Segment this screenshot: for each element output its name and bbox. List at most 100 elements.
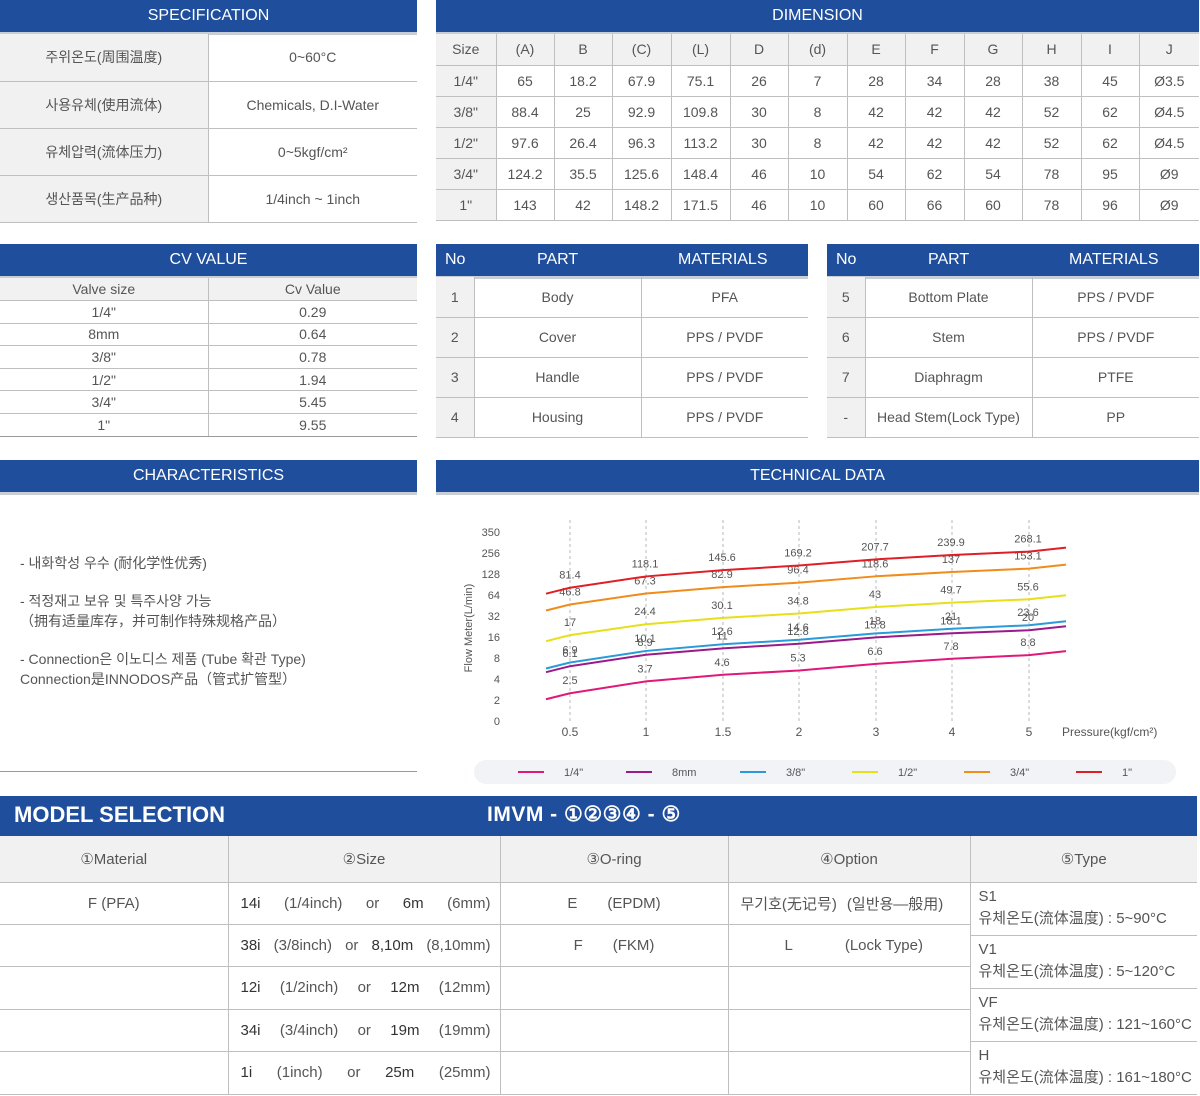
ms-row: 1i (1inch) or 25m (25mm)	[0, 1051, 1197, 1095]
oring-line: E (EPDM)	[501, 895, 728, 912]
x-axis-label: Pressure(kgf/cm²)	[1062, 725, 1157, 739]
dim-cell: 38	[1021, 65, 1081, 97]
dim-cell: Ø9	[1138, 189, 1199, 221]
size-part: 12m	[390, 979, 420, 997]
data-label: 268.1	[1014, 534, 1042, 546]
cv-row: 8mm 0.64	[0, 323, 417, 347]
option-part: L	[784, 937, 793, 955]
dim-cell: 148.2	[611, 189, 671, 221]
data-label: 6.1	[562, 648, 577, 660]
dim-cell: Ø4.5	[1138, 96, 1199, 128]
dim-cell: 30	[729, 96, 788, 128]
dim-row: 1/4" 65 18.2 67.9 75.1 26 7 28 34 28 38 45 Ø3.5	[436, 65, 1199, 97]
type-item: S1 유체온도(流体温度) : 5~90°C	[971, 883, 1197, 936]
spec-key: 유체압력(流体压力)	[0, 128, 209, 176]
data-label: 21	[945, 611, 957, 623]
data-label: 207.7	[861, 541, 889, 553]
dim-cell: 8	[787, 127, 847, 159]
dim-cell: 148.4	[670, 158, 730, 190]
size-part: (12mm)	[438, 979, 491, 997]
data-label: 67.3	[634, 575, 655, 587]
data-label: 14.6	[787, 622, 808, 634]
parts-right-part: Bottom Plate	[864, 277, 1032, 318]
data-label: 3.7	[637, 663, 652, 675]
dim-row: 3/8" 88.4 25 92.9 109.8 30 8 42 42 42 52 62 Ø4.5	[436, 96, 1199, 128]
data-label: 18	[869, 615, 881, 627]
data-label: 6.9	[562, 644, 577, 656]
dim-row: 3/4" 124.2 35.5 125.6 148.4 46 10 54 62 54 78 95 Ø9	[436, 158, 1199, 190]
series-line	[545, 650, 1067, 701]
parts-left-table: 1 Body PFA 2 Cover PPS / PVDF 3 Handle PPS / PVD…	[436, 277, 808, 438]
oring-part: (FKM)	[612, 937, 655, 955]
type-desc: 유체온도(流体温度) : 161~180°C	[978, 1068, 1192, 1086]
legend-label: 8mm	[672, 767, 696, 779]
option-line: L (Lock Type)	[729, 937, 970, 954]
data-label: 239.9	[937, 537, 965, 549]
cv-header: CV VALUE	[0, 244, 417, 276]
dim-cell: 26.4	[553, 127, 612, 159]
dim-cell: 42	[846, 127, 905, 159]
dim-cell: 46	[729, 158, 788, 190]
parts-left-row: 2 Cover PPS / PVDF	[436, 317, 808, 358]
ms-size: 12i (1/2inch) or 12m (12mm)	[227, 966, 500, 1010]
ms-option	[727, 1009, 970, 1053]
dim-cell: 34	[904, 65, 964, 97]
ms-header-cell: ④Option	[727, 836, 970, 883]
ms-oring: F (FKM)	[499, 924, 728, 968]
y-tick-label: 0	[494, 716, 500, 728]
type-code: S1	[978, 887, 997, 905]
ms-material: F (PFA)	[0, 882, 228, 925]
size-part: or	[347, 1064, 361, 1082]
ms-type-column: S1 유체온도(流体温度) : 5~90°C V1 유체온도(流体温度) : 5~12…	[969, 882, 1197, 1095]
data-label: 153.1	[1014, 551, 1042, 563]
x-tick-label: 3	[873, 725, 880, 739]
dim-header-cell: I	[1080, 34, 1139, 66]
parts-left-materials-header: MATERIALS	[678, 251, 768, 268]
dim-cell: 8	[787, 96, 847, 128]
data-label: 118.1	[632, 558, 659, 570]
series-line	[545, 594, 1067, 643]
characteristics-header: CHARACTERISTICS	[0, 460, 417, 492]
dim-cell: 67.9	[611, 65, 671, 97]
cv-size: 8mm	[0, 323, 209, 347]
cv-value: 0.78	[208, 345, 417, 369]
characteristic-item: - 적정재고 보유 및 특주사양 가능 （拥有适量库存，并可制作特殊规格产品）	[20, 593, 286, 629]
cv-header-cell: Cv Value	[208, 278, 417, 302]
y-tick-label: 4	[494, 674, 500, 686]
dim-cell: 42	[963, 96, 1022, 128]
ms-row: 38i (3/8inch) or 8,10m (8,10mm) F (FKM) L (Lock …	[0, 924, 1197, 968]
parts-right-part-header: PART	[928, 251, 970, 268]
ms-row: 34i (3/4inch) or 19m (19mm)	[0, 1009, 1197, 1053]
data-label: 8.9	[637, 637, 652, 649]
dim-cell: 46	[729, 189, 788, 221]
cv-table: Valve size Cv Value 1/4" 0.29 8mm 0.64 3/8" 0.7…	[0, 278, 417, 437]
size-part: or	[357, 979, 371, 997]
size-part: 34i	[240, 1021, 261, 1039]
dim-cell: 25	[553, 96, 612, 128]
dim-row: 1" 143 42 148.2 171.5 46 10 60 66 60 78 96 Ø9	[436, 189, 1199, 221]
option-part: (일반용—般用)	[846, 895, 944, 913]
data-label: 12.6	[711, 626, 732, 638]
legend-label: 3/8"	[786, 767, 805, 779]
dimension-header: DIMENSION	[436, 0, 1199, 32]
data-label: 118.6	[862, 558, 889, 570]
size-part: (19mm)	[438, 1021, 491, 1039]
legend-label: 3/4"	[1010, 767, 1029, 779]
x-tick-label: 5	[1026, 725, 1033, 739]
y-tick-label: 8	[494, 653, 500, 665]
oring-part: F	[573, 937, 583, 955]
oring-line: F (FKM)	[501, 937, 728, 954]
cv-value: 5.45	[208, 390, 417, 415]
parts-right-header: No PART MATERIALS	[827, 244, 1199, 276]
parts-right-no-header: No	[836, 251, 857, 268]
x-tick-label: 1.5	[715, 725, 732, 739]
ms-row: 12i (1/2inch) or 12m (12mm)	[0, 966, 1197, 1010]
parts-left-material: PFA	[640, 277, 808, 318]
cv-size: 1/2"	[0, 368, 209, 392]
size-part: 38i	[240, 937, 261, 955]
dim-header-cell: H	[1021, 34, 1081, 66]
spec-key: 생산품목(生产品种)	[0, 175, 209, 223]
type-desc: 유체온도(流体温度) : 5~120°C	[978, 962, 1176, 980]
parts-right-no: 7	[827, 357, 865, 398]
dim-cell: 113.2	[670, 127, 730, 159]
